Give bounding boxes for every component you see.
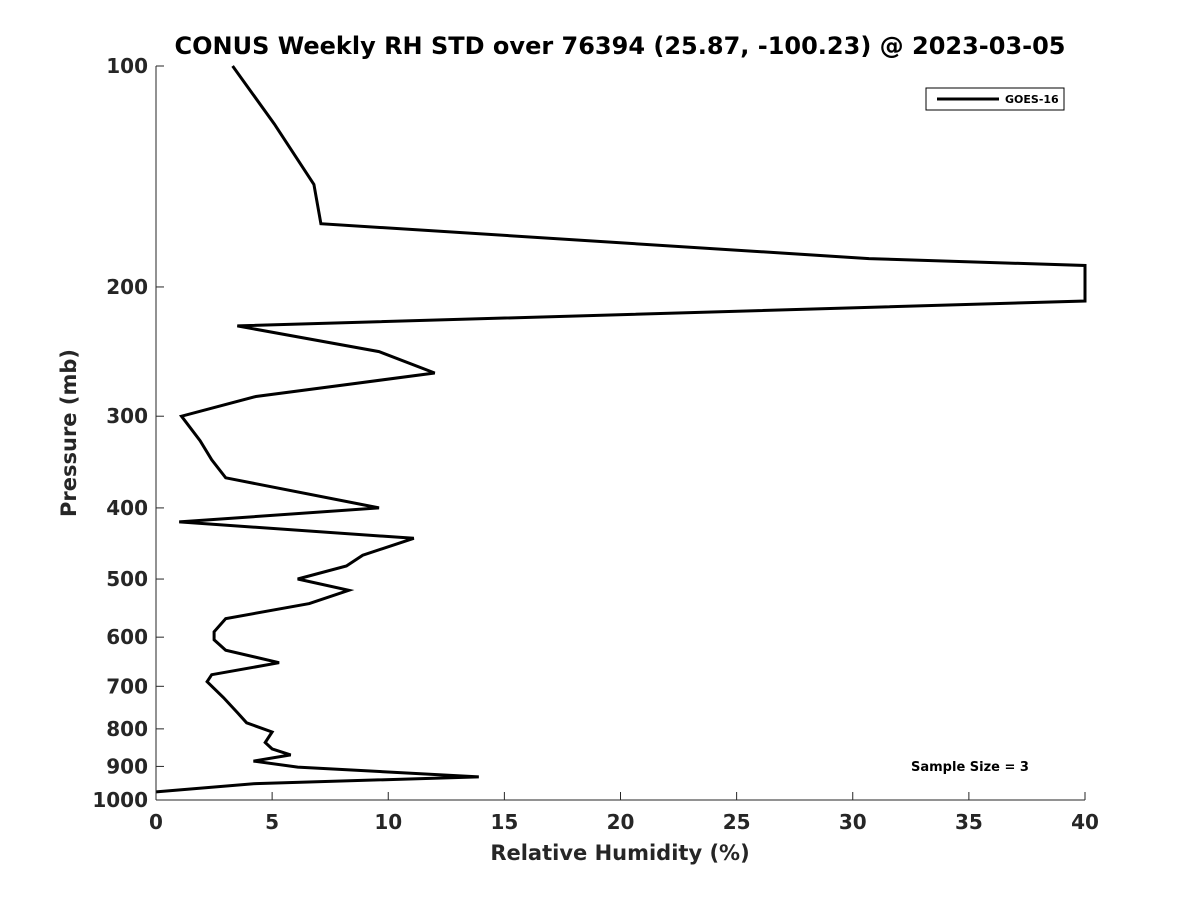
- y-tick-label: 200: [106, 275, 148, 299]
- sample-size-annotation: Sample Size = 3: [911, 760, 1029, 775]
- x-axis-label: Relative Humidity (%): [490, 841, 749, 865]
- x-tick-label: 10: [374, 810, 402, 834]
- y-tick-label: 400: [106, 496, 148, 520]
- x-tick-label: 5: [265, 810, 279, 834]
- y-tick-label: 100: [106, 54, 148, 78]
- x-tick-label: 35: [955, 810, 983, 834]
- y-tick-label: 800: [106, 717, 148, 741]
- x-tick-label: 15: [490, 810, 518, 834]
- x-tick-label: 25: [723, 810, 751, 834]
- legend: GOES-16: [925, 87, 1065, 111]
- x-tick-label: 30: [839, 810, 867, 834]
- y-tick-label: 600: [106, 625, 148, 649]
- chart-title: CONUS Weekly RH STD over 76394 (25.87, -…: [174, 32, 1065, 60]
- y-axis-label: Pressure (mb): [57, 349, 81, 517]
- legend-label: GOES-16: [1005, 93, 1059, 106]
- x-tick-label: 40: [1071, 810, 1099, 834]
- series-line-goes-16: [155, 65, 1087, 794]
- y-tick-label: 500: [106, 567, 148, 591]
- x-tick-label: 20: [607, 810, 635, 834]
- axis-ticks: 0 5 10 15 20 25 30 35 40 100 200 300 400 500 600 700 800…: [92, 54, 1099, 834]
- plot-axes: [155, 66, 1085, 801]
- series-layer: [155, 65, 1087, 794]
- y-tick-label: 700: [106, 674, 148, 698]
- y-tick-label: 900: [106, 754, 148, 778]
- x-tick-label: 0: [149, 810, 163, 834]
- y-tick-label: 1000: [92, 788, 148, 812]
- y-tick-label: 300: [106, 404, 148, 428]
